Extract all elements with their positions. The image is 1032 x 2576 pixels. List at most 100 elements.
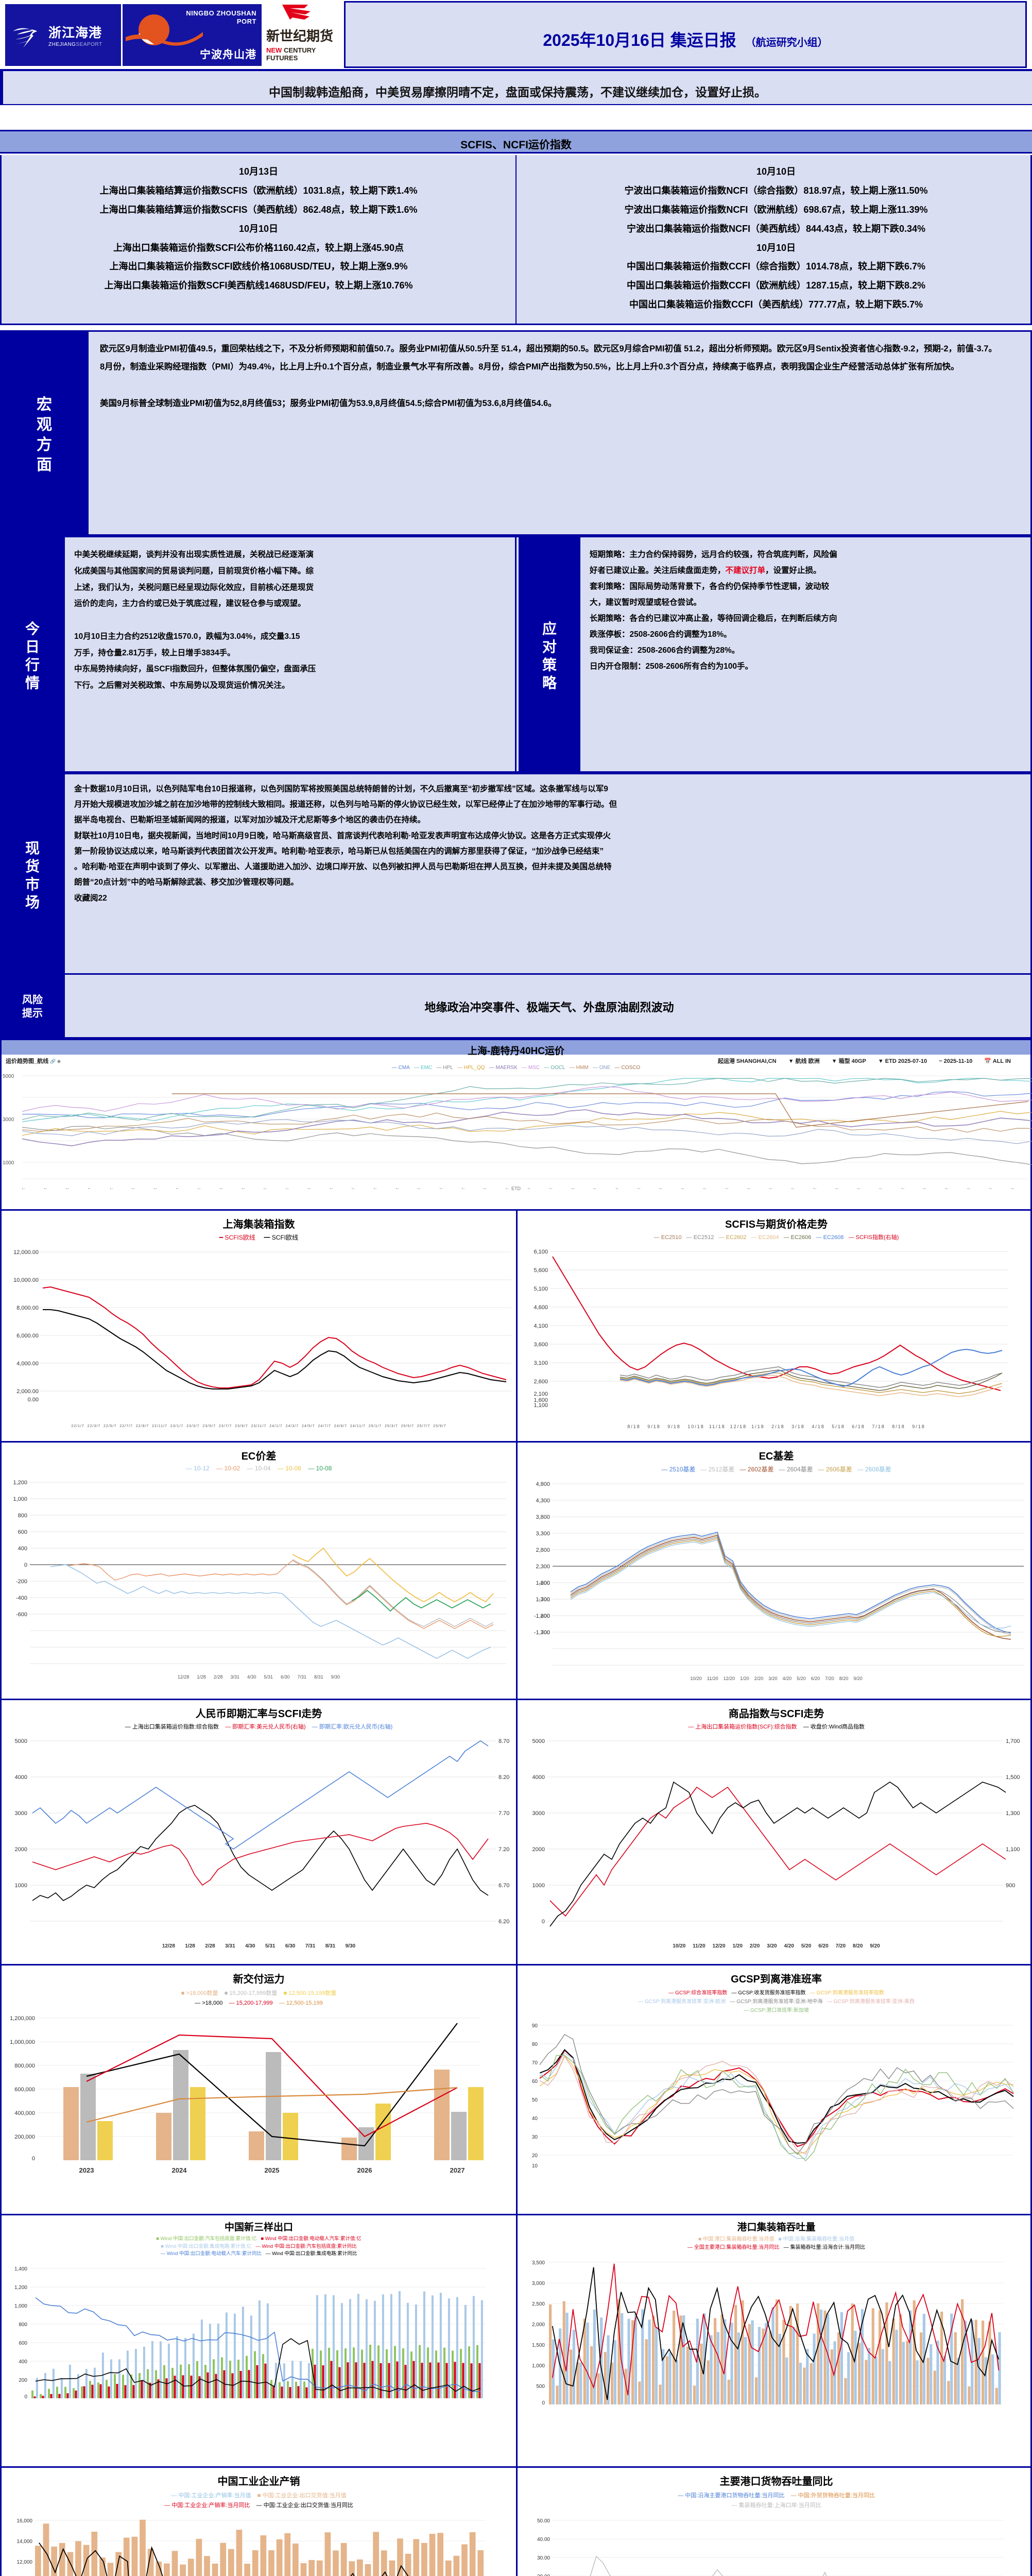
svg-text:800: 800 (18, 1513, 27, 1519)
svg-text:20250726: 20250726 (197, 1188, 200, 1189)
svg-text:12,000.00: 12,000.00 (13, 1249, 39, 1256)
svg-text:20251006: 20251006 (989, 1188, 992, 1189)
svg-text:2,600: 2,600 (534, 1379, 548, 1385)
svg-text:70: 70 (532, 2060, 538, 2066)
svg-text:6,000.00: 6,000.00 (16, 1333, 39, 1339)
svg-text:2026: 2026 (357, 2166, 372, 2174)
svg-text:20250803: 20250803 (285, 1188, 288, 1189)
svg-text:1,000: 1,000 (532, 2363, 545, 2369)
svg-text:1,000,000: 1,000,000 (10, 2039, 35, 2045)
svg-text:6.20: 6.20 (498, 1919, 509, 1925)
svg-text:40: 40 (532, 2116, 538, 2122)
svg-text:400: 400 (18, 1546, 27, 1552)
svg-text:20250928: 20250928 (901, 1188, 904, 1189)
svg-text:20250801: 20250801 (263, 1188, 266, 1189)
svg-text:30.00: 30.00 (537, 2555, 550, 2561)
svg-text:5,100: 5,100 (534, 1286, 548, 1292)
svg-text:10,000.00: 10,000.00 (13, 1277, 39, 1283)
svg-text:1,100: 1,100 (1006, 1846, 1020, 1853)
svg-text:2,000: 2,000 (532, 2322, 545, 2328)
svg-text:1,300: 1,300 (1006, 1810, 1020, 1817)
svg-text:8,000.00: 8,000.00 (16, 1305, 39, 1311)
svg-text:90: 90 (532, 2023, 538, 2029)
svg-text:1,200,000: 1,200,000 (10, 2015, 35, 2022)
svg-text:0: 0 (24, 1562, 27, 1568)
svg-text:20250914: 20250914 (747, 1188, 750, 1189)
svg-text:800,000: 800,000 (14, 2063, 35, 2069)
svg-text:20250815: 20250815 (417, 1188, 420, 1189)
svg-text:-600: -600 (16, 1612, 27, 1618)
svg-text:3,000: 3,000 (532, 2281, 545, 2286)
svg-text:1,200: 1,200 (14, 2285, 27, 2291)
svg-text:600: 600 (18, 1529, 27, 1535)
svg-text:20250825: 20250825 (527, 1188, 530, 1189)
svg-text:3,600: 3,600 (534, 1342, 548, 1348)
svg-text:40.00: 40.00 (537, 2537, 550, 2543)
svg-text:20250807: 20250807 (329, 1188, 332, 1189)
svg-text:4000: 4000 (532, 1774, 545, 1781)
svg-text:20250829: 20250829 (571, 1188, 574, 1189)
svg-text:2027: 2027 (450, 2166, 465, 2174)
svg-text:1,400: 1,400 (14, 2266, 27, 2272)
svg-text:3,800: 3,800 (536, 1514, 550, 1520)
svg-text:4,000.00: 4,000.00 (16, 1361, 39, 1367)
svg-text:10: 10 (532, 2163, 538, 2169)
svg-text:4,100: 4,100 (534, 1323, 548, 1329)
svg-text:16,000: 16,000 (16, 2518, 32, 2524)
svg-text:20250827: 20250827 (549, 1188, 552, 1189)
svg-text:-400: -400 (16, 1595, 27, 1601)
svg-text:20250906: 20250906 (659, 1188, 662, 1189)
svg-text:1000: 1000 (15, 1883, 27, 1889)
svg-text:20250920: 20250920 (813, 1188, 816, 1189)
svg-text:20251008: 20251008 (1010, 1188, 1013, 1189)
svg-text:20250912: 20250912 (725, 1188, 728, 1189)
svg-text:20250724: 20250724 (175, 1188, 178, 1189)
svg-text:-200: -200 (16, 1579, 27, 1585)
svg-text:8.70: 8.70 (498, 1738, 509, 1744)
svg-text:20250926: 20250926 (879, 1188, 882, 1189)
svg-text:20250916: 20250916 (769, 1188, 772, 1189)
svg-text:8.20: 8.20 (498, 1774, 509, 1781)
svg-text:20251004: 20251004 (967, 1188, 970, 1189)
svg-text:3,100: 3,100 (534, 1360, 548, 1366)
svg-text:20251002: 20251002 (944, 1188, 948, 1189)
svg-text:20250908: 20250908 (681, 1188, 684, 1189)
svg-text:20.00: 20.00 (537, 2574, 550, 2576)
svg-text:4,300: 4,300 (536, 1498, 550, 1504)
svg-text:20: 20 (532, 2153, 538, 2159)
svg-text:2,500: 2,500 (532, 2301, 545, 2307)
svg-text:1,700: 1,700 (1006, 1738, 1020, 1744)
svg-text:3,300: 3,300 (536, 1531, 550, 1537)
svg-text:30: 30 (532, 2134, 538, 2140)
svg-text:0: 0 (24, 2394, 27, 2400)
svg-text:5000: 5000 (3, 1074, 14, 1079)
svg-text:2000: 2000 (532, 1846, 545, 1853)
svg-text:20250831: 20250831 (593, 1188, 596, 1189)
svg-text:1,000: 1,000 (13, 1496, 27, 1502)
svg-text:12,000: 12,000 (16, 2560, 32, 2565)
svg-text:20250720: 20250720 (131, 1188, 134, 1189)
svg-text:3000: 3000 (15, 1810, 27, 1817)
svg-text:1,500: 1,500 (1006, 1774, 1020, 1781)
svg-text:-1,700: -1,700 (534, 1630, 550, 1636)
svg-text:20250722: 20250722 (153, 1188, 156, 1189)
svg-text:2023: 2023 (79, 2166, 94, 2174)
svg-text:20250922: 20250922 (835, 1188, 838, 1189)
svg-text:600,000: 600,000 (14, 2087, 35, 2093)
svg-text:4,800: 4,800 (536, 1481, 550, 1487)
svg-text:4000: 4000 (15, 1774, 27, 1781)
svg-text:1000: 1000 (532, 1883, 545, 1889)
svg-text:50: 50 (532, 2097, 538, 2103)
svg-text:0: 0 (32, 2156, 35, 2162)
svg-text:1,500: 1,500 (532, 2343, 545, 2348)
svg-text:20250930: 20250930 (923, 1188, 926, 1189)
svg-text:0.00: 0.00 (28, 1397, 39, 1403)
svg-text:20250710: 20250710 (21, 1188, 24, 1189)
svg-text:20250902: 20250902 (615, 1188, 618, 1189)
svg-text:20250809: 20250809 (351, 1188, 354, 1189)
svg-text:7.20: 7.20 (498, 1846, 509, 1853)
svg-text:20250918: 20250918 (790, 1188, 794, 1189)
svg-text:0: 0 (542, 2400, 545, 2406)
svg-text:20250910: 20250910 (703, 1188, 706, 1189)
svg-text:-200: -200 (539, 1580, 550, 1586)
